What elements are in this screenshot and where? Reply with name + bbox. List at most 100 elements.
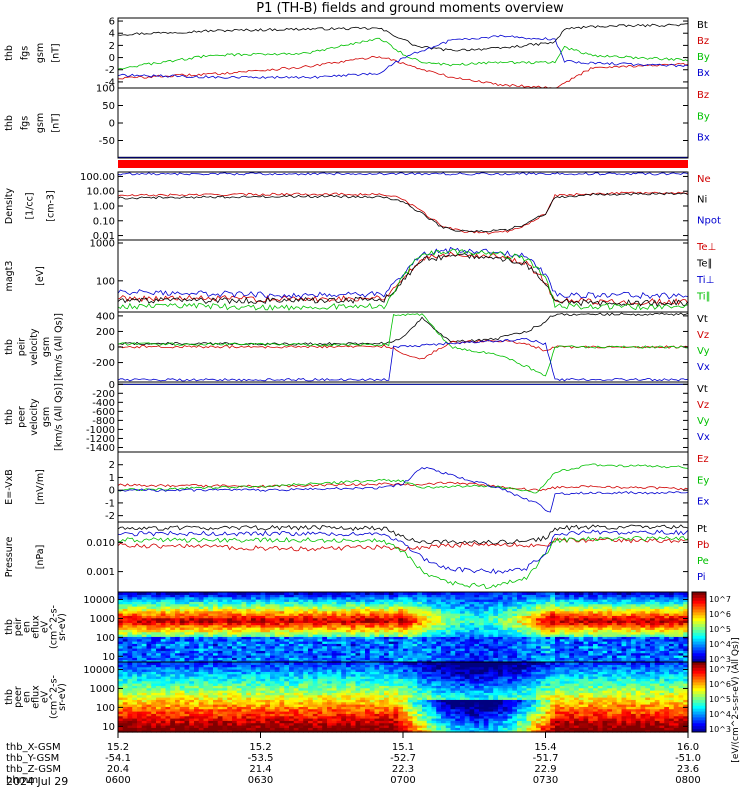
heatmap-cell xyxy=(146,629,152,633)
heatmap-cell xyxy=(151,638,157,642)
y-axis-label-line: thb xyxy=(4,45,15,61)
heatmap-cell xyxy=(127,641,133,644)
heatmap-cell xyxy=(270,706,276,710)
heatmap-cell xyxy=(222,678,228,682)
heatmap-cell xyxy=(146,594,152,598)
heatmap-cell xyxy=(479,659,485,663)
heatmap-cell xyxy=(279,601,285,605)
heatmap-cell xyxy=(659,631,665,635)
heatmap-cell xyxy=(227,701,233,705)
heatmap-cell xyxy=(526,608,532,612)
heatmap-cell xyxy=(137,601,143,605)
heatmap-cell xyxy=(118,634,124,637)
heatmap-cell xyxy=(184,697,190,700)
heatmap-cell xyxy=(122,606,129,609)
heatmap-cell xyxy=(550,659,556,663)
heatmap-cell xyxy=(597,650,604,654)
heatmap-cell xyxy=(170,680,176,684)
heatmap-cell xyxy=(578,629,585,633)
heatmap-cell xyxy=(626,594,632,598)
heatmap-cell xyxy=(346,592,352,595)
heatmap-cell xyxy=(122,617,129,621)
heatmap-cell xyxy=(298,634,304,637)
heatmap-cell xyxy=(517,634,523,637)
heatmap-cell xyxy=(436,636,442,640)
heatmap-cell xyxy=(146,727,152,731)
heatmap-cell xyxy=(198,601,205,605)
heatmap-cell xyxy=(179,690,186,693)
heatmap-cell xyxy=(403,624,409,628)
heatmap-cell xyxy=(132,697,138,700)
heatmap-cell xyxy=(156,687,162,691)
heatmap-cell xyxy=(217,704,224,707)
heatmap-cell xyxy=(355,601,361,605)
heatmap-cell xyxy=(379,627,385,630)
heatmap-cell xyxy=(683,624,689,628)
heatmap-cell xyxy=(279,666,285,670)
heatmap-cell xyxy=(360,638,366,642)
heatmap-cell xyxy=(251,720,257,724)
heatmap-cell xyxy=(569,634,575,637)
heatmap-cell xyxy=(156,725,162,728)
heatmap-cell xyxy=(232,638,238,642)
heatmap-cell xyxy=(631,659,637,663)
heatmap-cell xyxy=(198,636,205,640)
heatmap-cell xyxy=(208,725,214,728)
heatmap-cell xyxy=(422,592,428,595)
heatmap-cell xyxy=(289,666,295,670)
heatmap-cell xyxy=(498,627,504,630)
heatmap-cell xyxy=(550,650,556,654)
heatmap-cell xyxy=(455,636,461,640)
heatmap-cell xyxy=(127,692,133,696)
heatmap-cell xyxy=(498,636,504,640)
heatmap-cell xyxy=(274,685,281,689)
heatmap-cell xyxy=(160,662,167,665)
heatmap-cell xyxy=(602,629,608,633)
heatmap-cell xyxy=(118,673,124,677)
heatmap-cell xyxy=(293,659,300,663)
heatmap-cell xyxy=(146,624,152,628)
heatmap-cell xyxy=(531,622,537,626)
heatmap-cell xyxy=(683,608,689,612)
heatmap-cell xyxy=(265,722,271,726)
red-separator-bar xyxy=(118,160,688,168)
heatmap-cell xyxy=(450,613,456,616)
heatmap-cell xyxy=(251,643,257,647)
heatmap-cell xyxy=(289,655,295,658)
heatmap-cell xyxy=(412,596,418,600)
heatmap-cell xyxy=(559,622,566,626)
heatmap-cell xyxy=(184,725,190,728)
heatmap-cell xyxy=(227,610,233,614)
heatmap-cell xyxy=(422,634,428,637)
heatmap-cell xyxy=(251,592,257,595)
heatmap-cell xyxy=(650,608,656,612)
heatmap-cell xyxy=(474,636,480,640)
heatmap-cell xyxy=(379,603,385,607)
heatmap-cell xyxy=(327,606,333,609)
heatmap-cell xyxy=(669,613,675,616)
heatmap-cell xyxy=(251,690,257,693)
heatmap-cell xyxy=(203,708,209,712)
heatmap-cell xyxy=(488,610,494,614)
heatmap-cell xyxy=(355,594,361,598)
heatmap-cell xyxy=(322,627,328,630)
heatmap-cell xyxy=(141,711,148,714)
heatmap-cell xyxy=(265,708,271,712)
heatmap-cell xyxy=(293,708,300,712)
heatmap-cell xyxy=(246,643,252,647)
heatmap-cell xyxy=(179,676,186,679)
heatmap-cell xyxy=(151,729,157,733)
heatmap-cell xyxy=(469,606,475,609)
heatmap-cell xyxy=(246,699,252,703)
heatmap-cell xyxy=(132,657,138,661)
heatmap-cell xyxy=(436,627,442,630)
heatmap-cell xyxy=(137,613,143,616)
heatmap-cell xyxy=(213,629,219,633)
heatmap-cell xyxy=(255,641,262,644)
heatmap-cell xyxy=(574,606,580,609)
heatmap-cell xyxy=(355,652,361,656)
heatmap-cell xyxy=(246,715,252,719)
heatmap-cell xyxy=(270,601,276,605)
heatmap-cell xyxy=(293,606,300,609)
heatmap-cell xyxy=(137,708,143,712)
